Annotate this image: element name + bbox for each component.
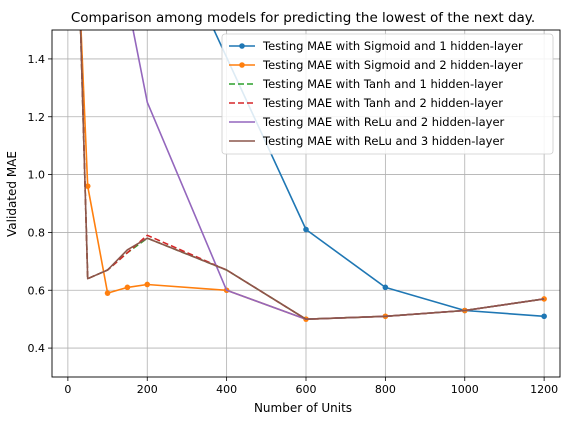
y-axis-label: Validated MAE: [5, 151, 19, 237]
legend-label: Testing MAE with Tanh and 1 hidden-layer: [262, 77, 503, 91]
data-point-series-1: [541, 313, 547, 320]
legend-label: Testing MAE with Tanh and 2 hidden-layer: [262, 96, 503, 110]
series-line-6: [79, 30, 545, 321]
legend-label: Testing MAE with Sigmoid and 2 hidden-la…: [262, 58, 523, 72]
legend-label: Testing MAE with ReLu and 3 hidden-layer: [262, 134, 505, 148]
y-tick-label: 1.2: [28, 111, 46, 124]
data-point-series-1: [382, 284, 389, 291]
plot-frame: [51, 29, 561, 378]
x-tick-label: 200: [137, 383, 158, 396]
x-tick-label: 1200: [530, 383, 558, 396]
x-tick-label: 600: [296, 383, 317, 396]
x-axis-label: Number of Units: [254, 401, 352, 415]
legend-marker: [239, 43, 245, 49]
x-tick-label: 400: [216, 383, 237, 396]
x-tick-label: 1000: [451, 383, 479, 396]
data-point-series-2: [104, 290, 111, 296]
x-tick-label: 800: [375, 383, 396, 396]
y-tick-label: 1.4: [28, 53, 46, 66]
legend-label: Testing MAE with ReLu and 2 hidden-layer: [262, 115, 505, 129]
data-point-series-2: [144, 281, 151, 288]
legend: Testing MAE with Sigmoid and 1 hidden-la…: [221, 33, 554, 155]
legend-box: [221, 33, 554, 155]
data-point-series-1: [303, 226, 309, 233]
data-point-series-2: [77, 0, 83, 4]
data-point-series-2: [124, 284, 131, 291]
y-tick-label: 0.8: [28, 226, 46, 239]
y-tick-label: 0.6: [28, 284, 46, 297]
data-point-series-2: [84, 183, 91, 189]
legend-marker: [239, 62, 245, 68]
chart-title: Comparison among models for predicting t…: [71, 10, 535, 26]
axis-ticks: 0 200 400 600 800 1000 1200 0.4 0.6 0.8 1.0 1.2 1.4: [28, 53, 559, 396]
x-tick-label: 0: [64, 383, 71, 396]
data-point-series-2: [541, 296, 547, 302]
legend-label: Testing MAE with Sigmoid and 1 hidden-la…: [262, 39, 523, 53]
y-tick-label: 0.4: [28, 342, 46, 355]
y-tick-label: 1.0: [28, 169, 46, 182]
